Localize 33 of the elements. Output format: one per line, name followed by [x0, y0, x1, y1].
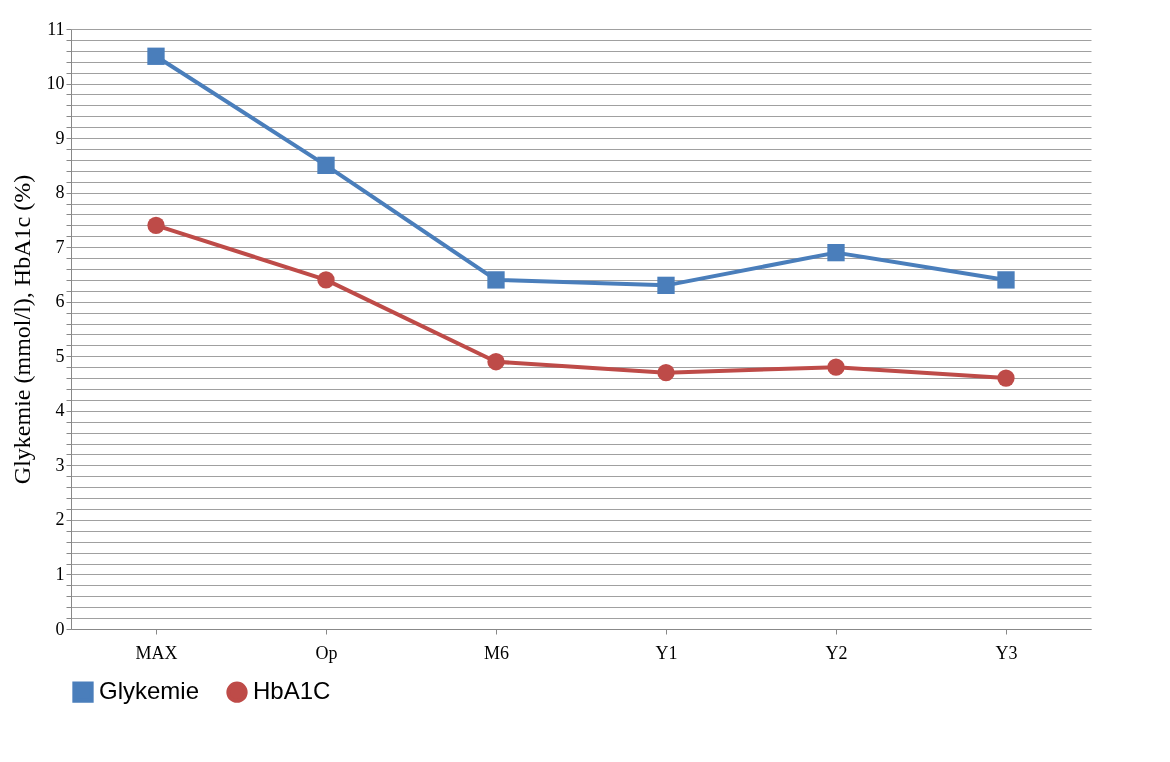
legend-label: HbA1C	[253, 677, 331, 705]
point	[997, 271, 1015, 289]
y-tick-label: 6	[55, 291, 65, 312]
y-tick-label: 3	[55, 454, 65, 475]
y-tick-label: 9	[55, 127, 65, 148]
y-tick-label: 8	[55, 182, 65, 203]
point	[827, 243, 845, 262]
y-tick-label: 5	[55, 345, 65, 366]
x-tick-label: MAX	[135, 642, 178, 663]
x-tick-label: Y2	[825, 642, 848, 663]
y-tick-label: 1	[55, 563, 65, 584]
point	[657, 276, 675, 295]
point	[827, 358, 845, 376]
x-tick-label: Op	[315, 642, 338, 663]
x-tick-label: Y3	[995, 642, 1018, 663]
y-tick-label: 10	[46, 73, 65, 94]
point	[317, 156, 335, 175]
point	[147, 216, 165, 235]
point	[657, 363, 675, 382]
y-tick-label: 11	[47, 18, 65, 39]
y-tick-label: 2	[55, 509, 65, 530]
point	[997, 369, 1015, 387]
point	[487, 353, 505, 371]
x-tick-label: Y1	[655, 642, 678, 663]
legend-label: Glykemie	[99, 677, 200, 705]
y-axis-title: Glykemie (mmol/l), HbA1c (%)	[8, 174, 35, 485]
y-tick-label: 4	[55, 400, 65, 421]
y-tick-label: 0	[55, 618, 65, 639]
y-tick-label: 7	[55, 236, 65, 257]
point	[487, 271, 505, 289]
point	[147, 47, 165, 65]
point	[317, 271, 335, 289]
x-tick-label: M6	[483, 642, 510, 663]
